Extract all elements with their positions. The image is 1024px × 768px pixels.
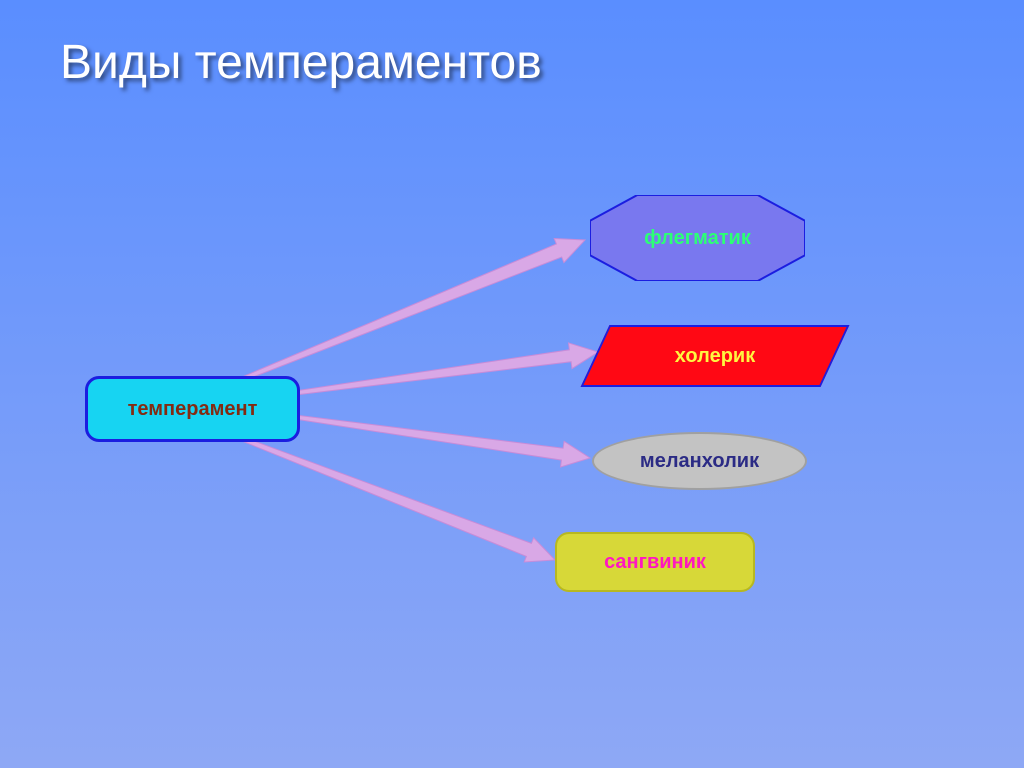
source-node: темперамент: [85, 376, 300, 442]
target-node-label-0: флегматик: [590, 195, 805, 281]
target-node-3: сангвиник: [555, 532, 755, 592]
slide: Виды темпераментов темперамент флегматик х…: [0, 0, 1024, 768]
target-node-label-1: холерик: [595, 325, 835, 387]
target-node-2: меланхолик: [592, 432, 807, 490]
slide-title: Виды темпераментов: [60, 35, 542, 90]
arrow: [239, 436, 555, 562]
arrow: [244, 239, 585, 380]
target-node-0: флегматик: [590, 195, 805, 281]
arrow: [295, 415, 590, 467]
target-node-1: холерик: [595, 325, 835, 387]
arrow: [295, 343, 598, 395]
